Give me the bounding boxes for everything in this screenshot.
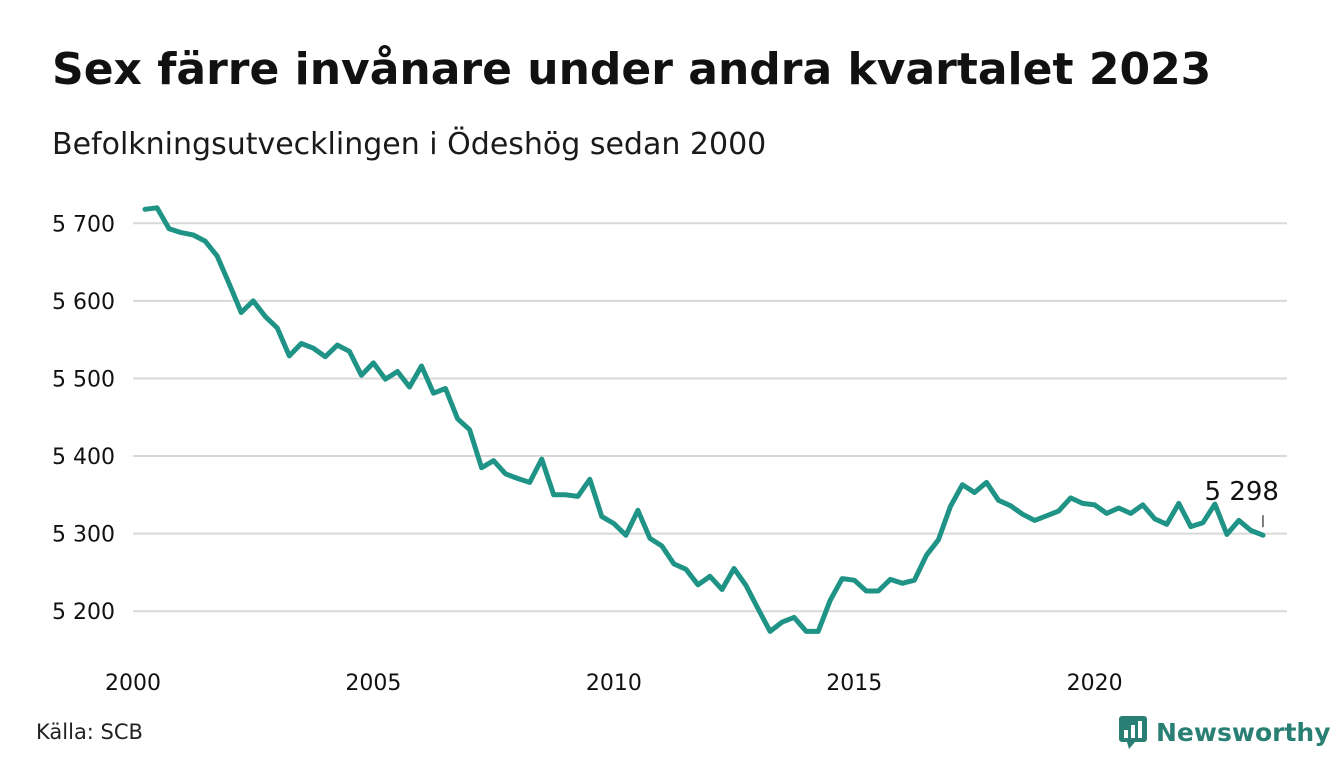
y-axis: 5 200 5 300 5 400 5 500 5 600 5 700 [52, 212, 115, 625]
source-note: Källa: SCB [36, 720, 143, 744]
y-tick-label: 5 400 [52, 445, 115, 470]
y-tick-label: 5 700 [52, 212, 115, 237]
x-tick-label: 2015 [826, 671, 882, 696]
x-tick-label: 2005 [345, 671, 401, 696]
x-axis: 2000 2005 2010 2015 2020 [105, 671, 1123, 696]
y-tick-label: 5 600 [52, 290, 115, 315]
gridlines [133, 222, 1287, 613]
series-group [142, 205, 1266, 634]
y-tick-label: 5 200 [52, 600, 115, 625]
annotation-label: 5 298 [1205, 477, 1279, 507]
chart-title: Sex färre invånare under andra kvartalet… [52, 44, 1212, 95]
brand-name: Newsworthy [1156, 717, 1331, 747]
x-tick-label: 2010 [586, 671, 642, 696]
series-line [142, 205, 1266, 634]
y-tick-label: 5 300 [52, 523, 115, 548]
brand-logo: Newsworthy [1118, 712, 1331, 752]
chart-subtitle: Befolkningsutvecklingen i Ödeshög sedan … [52, 127, 767, 162]
x-tick-label: 2000 [105, 671, 161, 696]
annotation-group: 5 298 [1205, 477, 1279, 528]
y-tick-label: 5 500 [52, 367, 115, 392]
newsworthy-logo-icon [1119, 716, 1147, 749]
x-tick-label: 2020 [1067, 671, 1123, 696]
